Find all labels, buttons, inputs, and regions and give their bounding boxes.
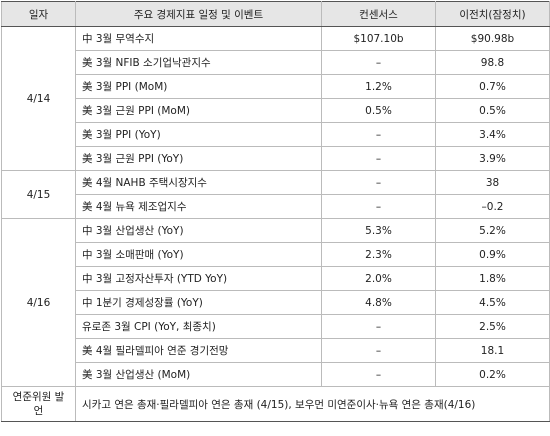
row: 美 3월 NFIB 소기업낙관지수 –98.8 <box>2 50 550 75</box>
prior-cell: 0.2% <box>435 362 550 387</box>
prior-cell: 38 <box>435 170 550 195</box>
row: 4/16 中 3월 산업생산 (YoY) 5.3% 5.2% <box>1 218 550 387</box>
row: 美 4월 뉴욕 제조업지수 – –0.2 <box>2 194 550 219</box>
prior-cell: 0.5% <box>435 98 550 123</box>
event-cell: 中 3월 소매판매 (YoY) <box>75 242 322 267</box>
consensus-cell: – <box>321 362 436 387</box>
event-cell: 美 3월 산업생산 (MoM) <box>75 362 322 387</box>
event-cell: 美 4월 NAHB 주택시장지수 <box>75 170 322 195</box>
consensus-cell: – <box>321 314 436 339</box>
footer-label: 연준위원 발언 <box>1 386 76 422</box>
consensus-cell: – <box>321 338 436 363</box>
prior-cell: 98.8 <box>435 50 550 75</box>
row: 美 4월 필라델피아 연준 경기전망 –18.1 <box>2 338 550 363</box>
row: 美 3월 PPI (YoY) –3.4% <box>2 122 550 147</box>
date-cell: 4/15 <box>1 170 76 219</box>
consensus-cell: $107.10b <box>321 26 436 51</box>
row: 美 3월 산업생산 (MoM) –0.2% <box>2 362 550 387</box>
prior-cell: 3.9% <box>435 146 550 171</box>
consensus-cell: 0.5% <box>321 98 436 123</box>
event-cell: 中 1분기 경제성장률 (YoY) <box>75 290 322 315</box>
event-cell: 美 3월 근원 PPI (YoY) <box>75 146 322 171</box>
header-cell: 이전치(잠정치) <box>435 1 550 27</box>
row: 美 3월 근원 PPI (MoM) 0.5% 0.5% <box>2 98 550 123</box>
header-cell: 주요 경제지표 일정 및 이벤트 <box>75 1 322 27</box>
footer-text: 시카고 연은 총재·필라델피아 연은 총재 (4/15), 보우먼 미연준이사·… <box>75 386 550 422</box>
consensus-cell: – <box>321 170 436 195</box>
prior-cell: 0.7% <box>435 74 550 99</box>
date-cell: 4/16 <box>1 218 76 387</box>
consensus-cell: – <box>321 194 436 219</box>
event-cell: 中 3월 고정자산투자 (YTD YoY) <box>75 266 322 291</box>
row: 美 3월 근원 PPI (YoY) –3.9% <box>2 146 550 171</box>
event-cell: 美 3월 PPI (MoM) <box>75 74 322 99</box>
row: 美 3월 PPI (MoM) 1.2% 0.7% <box>2 74 550 99</box>
prior-cell: 2.5% <box>435 314 550 339</box>
row: 中 3월 고정자산투자 (YTD YoY) 2.0% 1.8% <box>2 266 550 291</box>
event-cell: 美 3월 NFIB 소기업낙관지수 <box>75 50 322 75</box>
row: 中 3월 소매판매 (YoY) 2.3% 0.9% <box>2 242 550 267</box>
event-cell: 中 3월 산업생산 (YoY) <box>75 218 322 243</box>
consensus-cell: – <box>321 122 436 147</box>
row: 4/15 美 4월 NAHB 주택시장지수 –38 <box>1 170 550 219</box>
consensus-cell: – <box>321 50 436 75</box>
prior-cell: 18.1 <box>435 338 550 363</box>
row: 中 1분기 경제성장률 (YoY) 4.8% 4.5% <box>2 290 550 315</box>
prior-cell: 1.8% <box>435 266 550 291</box>
date-cell: 4/14 <box>1 26 76 171</box>
prior-cell: $90.98b <box>435 26 550 51</box>
prior-cell: 4.5% <box>435 290 550 315</box>
consensus-cell: 2.3% <box>321 242 436 267</box>
event-cell: 中 3월 무역수지 <box>75 26 322 51</box>
prior-cell: 0.9% <box>435 242 550 267</box>
event-cell: 유로존 3월 CPI (YoY, 최종치) <box>75 314 322 339</box>
schedule-table: 일자 주요 경제지표 일정 및 이벤트 컨센서스 이전치(잠정치) 4/14 中 3월 … <box>1 1 550 422</box>
row: 유로존 3월 CPI (YoY, 최종치) –2.5% <box>2 314 550 339</box>
row: 4/14 中 3월 무역수지 $107.10b $90.98b <box>1 26 550 171</box>
consensus-cell: 4.8% <box>321 290 436 315</box>
consensus-cell: 1.2% <box>321 74 436 99</box>
header-cell: 컨센서스 <box>321 1 436 27</box>
consensus-cell: 2.0% <box>321 266 436 291</box>
header-cell: 일자 <box>1 1 76 27</box>
event-cell: 美 3월 근원 PPI (MoM) <box>75 98 322 123</box>
consensus-cell: – <box>321 146 436 171</box>
prior-cell: 5.2% <box>435 218 550 243</box>
header-row: 일자 주요 경제지표 일정 및 이벤트 컨센서스 이전치(잠정치) <box>1 1 550 27</box>
prior-cell: 3.4% <box>435 122 550 147</box>
prior-cell: –0.2 <box>435 194 550 219</box>
consensus-cell: 5.3% <box>321 218 436 243</box>
event-cell: 美 3월 PPI (YoY) <box>75 122 322 147</box>
footer-row: 연준위원 발언 시카고 연은 총재·필라델피아 연은 총재 (4/15), 보우먼… <box>1 386 550 422</box>
event-cell: 美 4월 뉴욕 제조업지수 <box>75 194 322 219</box>
event-cell: 美 4월 필라델피아 연준 경기전망 <box>75 338 322 363</box>
